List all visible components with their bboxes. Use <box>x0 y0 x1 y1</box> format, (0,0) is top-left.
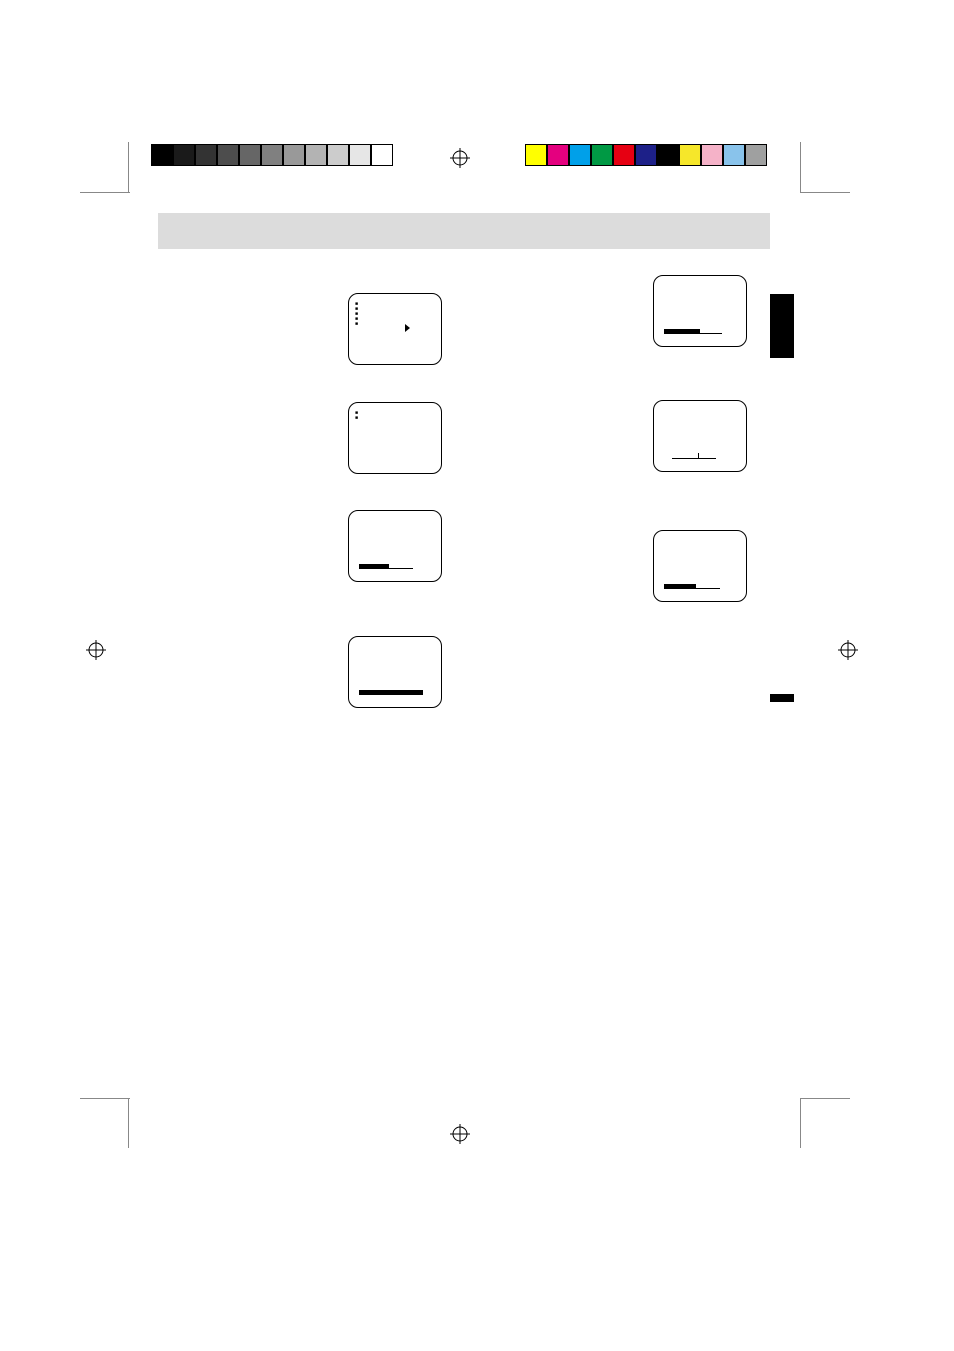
baseline <box>664 588 720 589</box>
registration-mark-icon <box>450 148 470 168</box>
baseline <box>672 458 716 459</box>
lcd-screen-box <box>348 510 442 582</box>
color-swatch <box>591 144 613 166</box>
baseline <box>359 568 413 569</box>
color-swatch <box>745 144 767 166</box>
lcd-screen-box: ■ ■ ■ ■ ■ <box>348 293 442 365</box>
lcd-screen-box <box>653 275 747 347</box>
crop-mark <box>80 192 130 193</box>
grayscale-swatch <box>195 144 217 166</box>
tick-mark <box>698 453 699 459</box>
page-number-bar <box>770 694 794 702</box>
lcd-screen-box <box>653 530 747 602</box>
section-title-bar <box>158 213 770 249</box>
crop-mark <box>800 1098 850 1099</box>
grayscale-swatch <box>349 144 371 166</box>
color-swatch <box>723 144 745 166</box>
grayscale-swatch <box>261 144 283 166</box>
registration-mark-icon <box>838 640 858 660</box>
crop-mark <box>80 1098 130 1099</box>
grayscale-swatch <box>327 144 349 166</box>
grayscale-swatch <box>371 144 393 166</box>
color-swatch <box>657 144 679 166</box>
color-swatch <box>547 144 569 166</box>
color-swatch <box>635 144 657 166</box>
color-swatch <box>679 144 701 166</box>
menu-icons: ■ ■ <box>355 411 358 421</box>
lcd-screen-box <box>653 400 747 472</box>
registration-mark-icon <box>450 1124 470 1144</box>
crop-mark <box>800 192 850 193</box>
lcd-screen-box <box>348 636 442 708</box>
play-arrow-icon <box>405 324 410 332</box>
grayscale-swatch <box>151 144 173 166</box>
color-swatch <box>525 144 547 166</box>
baseline <box>664 333 722 334</box>
menu-icons: ■ ■ ■ ■ ■ <box>355 302 358 327</box>
color-swatch <box>613 144 635 166</box>
printer-color-bars <box>0 144 954 166</box>
chapter-side-tab <box>770 294 794 358</box>
color-swatch <box>701 144 723 166</box>
grayscale-swatch <box>283 144 305 166</box>
progress-bar <box>359 690 423 695</box>
grayscale-swatch <box>305 144 327 166</box>
grayscale-swatch <box>239 144 261 166</box>
manual-page: ■ ■ ■ ■ ■ ■ ■ <box>0 0 954 1351</box>
color-swatch <box>569 144 591 166</box>
crop-mark <box>128 1098 129 1148</box>
grayscale-swatch <box>173 144 195 166</box>
lcd-screen-box: ■ ■ <box>348 402 442 474</box>
grayscale-swatch <box>217 144 239 166</box>
crop-mark <box>800 1098 801 1148</box>
registration-mark-icon <box>86 640 106 660</box>
